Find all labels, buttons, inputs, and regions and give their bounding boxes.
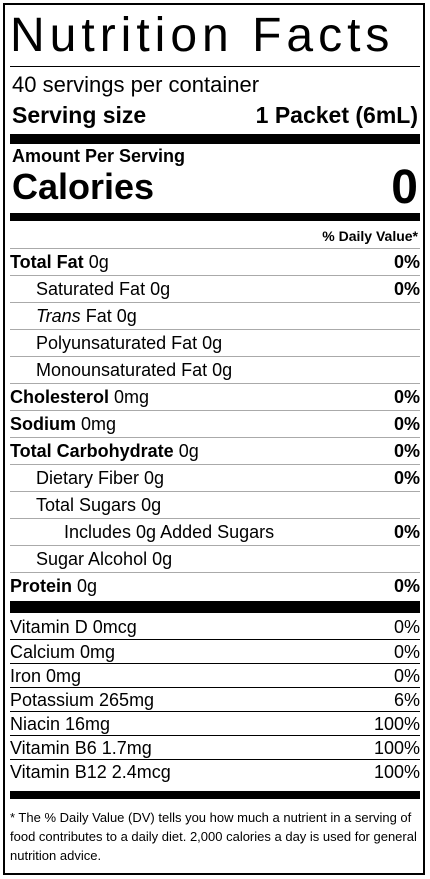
vitamin-name: Potassium 265mg (10, 689, 155, 710)
vitamin-name: Vitamin B12 2.4mcg (10, 761, 171, 782)
divider (10, 66, 420, 67)
vitamin-row-vitamin-b6: Vitamin B6 1.7mg 100% (10, 735, 420, 760)
vitamin-name: Vitamin B6 1.7mg (10, 737, 152, 758)
nutrient-amount: 0g (150, 279, 171, 299)
daily-value-header: % Daily Value* (322, 228, 418, 244)
nutrient-row-protein: Protein 0g 0% (10, 572, 420, 600)
nutrient-row-polyunsaturated-fat: Polyunsaturated Fat 0g (10, 329, 420, 357)
thick-divider (10, 601, 420, 613)
nutrient-pct: 0% (393, 522, 420, 542)
nutrient-row-added-sugars: Includes 0g Added Sugars 0% (10, 518, 420, 546)
nutrient-row-sodium: Sodium 0mg 0% (10, 410, 420, 438)
nutrient-amount: 0g (152, 549, 173, 569)
nutrient-name: Sugar Alcohol (36, 549, 148, 569)
nutrient-pct: 0% (393, 468, 420, 488)
nutrient-name: Polyunsaturated Fat (36, 333, 198, 353)
nutrient-pct: 0% (393, 387, 420, 407)
nutrient-row-dietary-fiber: Dietary Fiber 0g 0% (10, 464, 420, 492)
nutrient-name: Cholesterol (10, 387, 110, 407)
nutrient-amount: 0mg (114, 387, 150, 407)
nutrient-name: Total Fat (10, 252, 84, 272)
nutrient-name: Dietary Fiber (36, 468, 140, 488)
nutrient-pct: 0% (393, 414, 420, 434)
vitamin-name: Iron 0mg (10, 665, 82, 686)
amount-per-serving: Amount Per Serving (12, 146, 186, 166)
nutrient-amount: 0g (144, 468, 165, 488)
vitamin-row-iron: Iron 0mg 0% (10, 663, 420, 688)
nutrient-name: Protein (10, 576, 73, 596)
label-title: Nutrition Facts (10, 9, 395, 62)
nutrient-amount: Fat 0g (85, 306, 137, 326)
vitamin-pct: 0% (393, 616, 420, 637)
calories-label: Calories (12, 166, 155, 207)
nutrient-amount: 0g (77, 576, 98, 596)
thick-divider (10, 134, 420, 144)
nutrient-row-saturated-fat: Saturated Fat 0g 0% (10, 275, 420, 303)
nutrient-amount: 0g (141, 495, 162, 515)
serving-size-label: Serving size (12, 102, 147, 128)
nutrient-name: Monounsaturated Fat (36, 360, 208, 380)
nutrient-amount: 0mg (81, 414, 117, 434)
vitamin-row-niacin: Niacin 16mg 100% (10, 711, 420, 736)
nutrient-row-cholesterol: Cholesterol 0mg 0% (10, 383, 420, 411)
label-border (3, 3, 425, 875)
thick-divider (10, 791, 420, 799)
vitamin-pct: 0% (393, 665, 420, 686)
vitamin-pct: 100% (373, 737, 420, 758)
calories-value: 0 (391, 161, 418, 214)
nutrient-name: Total Sugars (36, 495, 137, 515)
nutrient-pct: 0% (393, 252, 420, 272)
vitamin-row-calcium: Calcium 0mg 0% (10, 639, 420, 664)
vitamin-pct: 6% (393, 689, 420, 710)
vitamin-name: Calcium 0mg (10, 641, 116, 662)
serving-size-row: Serving size 1 Packet (6mL) (12, 102, 418, 129)
servings-per-container: 40 servings per container (12, 72, 260, 97)
nutrient-row-total-sugars: Total Sugars 0g (10, 491, 420, 519)
vitamin-pct: 100% (373, 713, 420, 734)
nutrient-amount: 0g (212, 360, 233, 380)
vitamin-row-vitamin-d: Vitamin D 0mcg 0% (10, 615, 420, 639)
thick-divider (10, 213, 420, 221)
vitamin-pct: 0% (393, 641, 420, 662)
vitamin-row-vitamin-b12: Vitamin B12 2.4mcg 100% (10, 759, 420, 784)
nutrient-amount: 0g (178, 441, 199, 461)
nutrient-amount: 0g (88, 252, 109, 272)
nutrient-name: Saturated Fat (36, 279, 146, 299)
nutrient-name: Includes 0g Added Sugars (64, 522, 275, 542)
nutrient-pct: 0% (393, 441, 420, 461)
vitamin-pct: 100% (373, 761, 420, 782)
nutrient-name: Total Carbohydrate (10, 441, 174, 461)
daily-value-footnote: * The % Daily Value (DV) tells you how m… (10, 810, 417, 863)
nutrient-row-sugar-alcohol: Sugar Alcohol 0g (10, 545, 420, 573)
nutrient-row-monounsaturated-fat: Monounsaturated Fat 0g (10, 356, 420, 384)
nutrient-name: Sodium (10, 414, 76, 434)
nutrient-row-total-carbohydrate: Total Carbohydrate 0g 0% (10, 437, 420, 465)
nutrient-row-total-fat: Total Fat 0g 0% (10, 248, 420, 276)
nutrient-amount: 0g (202, 333, 223, 353)
nutrient-pct: 0% (393, 576, 420, 596)
vitamin-row-potassium: Potassium 265mg 6% (10, 687, 420, 712)
vitamin-name: Niacin 16mg (10, 713, 111, 734)
nutrient-name: Trans (36, 306, 81, 326)
nutrient-pct: 0% (393, 279, 420, 299)
nutrient-row-trans-fat: Trans Fat 0g (10, 302, 420, 330)
vitamin-name: Vitamin D 0mcg (10, 616, 137, 637)
serving-size-value: 1 Packet (6mL) (255, 102, 418, 128)
